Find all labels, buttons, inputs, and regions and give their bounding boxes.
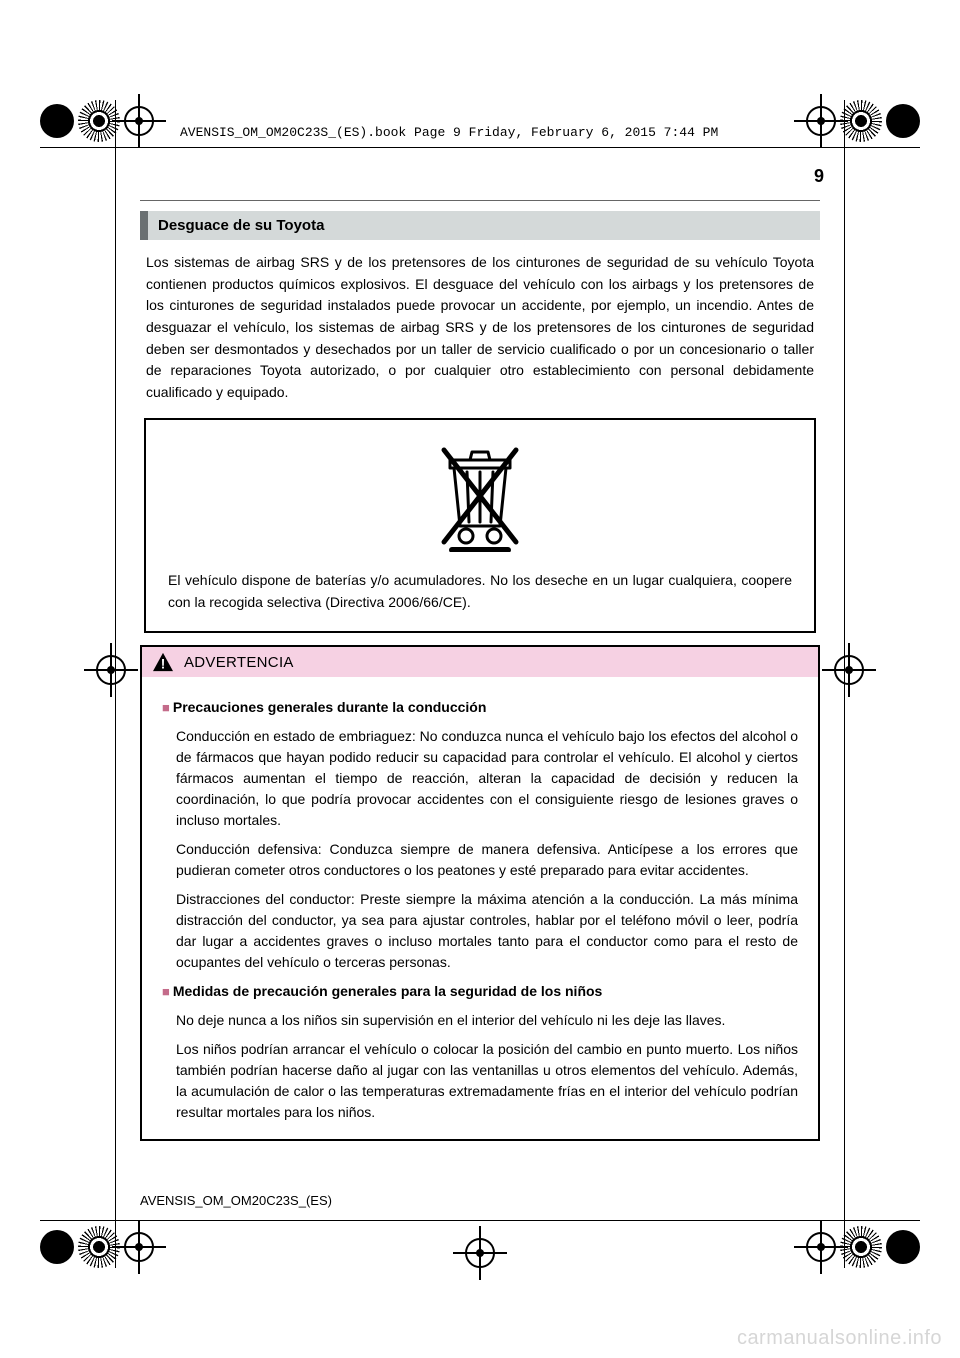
crosshair-icon [124,1232,154,1262]
reg-mark-bottom-mid [465,1238,495,1268]
warning-bar: ! ADVERTENCIA [140,645,820,677]
section-title: Desguace de su Toyota [140,211,820,240]
svg-text:!: ! [161,657,166,672]
footer: AVENSIS_OM_OM20C23S_(ES) [140,1193,332,1208]
warning-heading-text: Medidas de precaución generales para la … [173,983,602,999]
warning-heading: ■Precauciones generales durante la condu… [162,697,798,718]
top-rule [140,200,820,201]
box-text: El vehículo dispone de baterías y/o acum… [168,570,792,613]
solid-circle-icon [886,104,920,138]
warning-item: ■Precauciones generales durante la condu… [162,697,798,973]
crosshair-icon [806,106,836,136]
crop-line [115,100,116,1268]
warning-heading-text: Precauciones generales durante la conduc… [173,699,487,715]
warning-paragraph: Los niños podrían arrancar el vehículo o… [176,1039,798,1123]
page-number: 9 [814,166,824,187]
weee-bin-icon [434,442,526,552]
reg-mark-bottom-left [40,1226,154,1268]
header-stamp: AVENSIS_OM_OM20C23S_(ES).book Page 9 Fri… [180,125,718,140]
reg-mark-top-right [806,100,920,142]
crosshair-icon [96,655,126,685]
body-paragraph: Los sistemas de airbag SRS y de los pret… [146,252,814,404]
crop-line [844,100,845,1268]
crosshair-icon [834,655,864,685]
content-area: Desguace de su Toyota Los sistemas de ai… [140,200,820,1141]
warning-heading: ■Medidas de precaución generales para la… [162,981,798,1002]
page: AVENSIS_OM_OM20C23S_(ES).book Page 9 Fri… [0,0,960,1358]
crosshair-icon [806,1232,836,1262]
solid-circle-icon [886,1230,920,1264]
boxed-notice: El vehículo dispone de baterías y/o acum… [144,418,816,633]
warning-triangle-icon: ! [152,652,174,672]
warning-item: ■Medidas de precaución generales para la… [162,981,798,1123]
reg-mark-side-left [96,655,126,685]
warning-body: ■Precauciones generales durante la condu… [140,677,820,1141]
warning-paragraph: Conducción en estado de embriaguez: No c… [176,726,798,831]
reg-mark-top-left [40,100,154,142]
warning-label: ADVERTENCIA [184,654,294,671]
warning-paragraph: No deje nunca a los niños sin supervisió… [176,1010,798,1031]
solid-circle-icon [40,104,74,138]
reg-mark-bottom-right [806,1226,920,1268]
reg-mark-side-right [834,655,864,685]
watermark: carmanualsonline.info [737,1327,942,1350]
crop-line [40,147,920,148]
crop-line [40,1220,920,1221]
solid-circle-icon [40,1230,74,1264]
crosshair-icon [124,106,154,136]
warning-paragraph: Distracciones del conductor: Preste siem… [176,889,798,973]
warning-paragraph: Conducción defensiva: Conduzca siempre d… [176,839,798,881]
crosshair-icon [465,1238,495,1268]
